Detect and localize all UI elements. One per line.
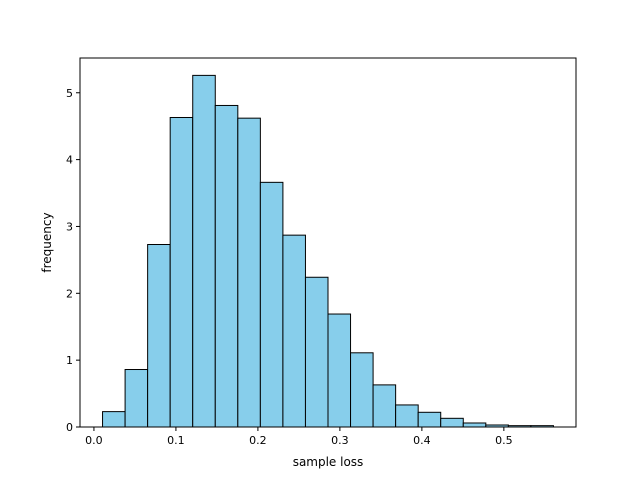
- histogram-bar: [169, 116, 194, 428]
- x-tick-label: 0.0: [85, 434, 103, 447]
- histogram-bar: [147, 244, 171, 428]
- histogram-bar: [417, 411, 442, 428]
- histogram-bar: [440, 417, 464, 428]
- histogram-bar: [304, 276, 329, 428]
- x-axis-ticks: 0.0 0.1 0.2 0.3 0.4 0.5: [85, 427, 513, 447]
- histogram-bars: [102, 74, 554, 428]
- x-tick-label: 0.1: [167, 434, 185, 447]
- histogram-bar: [395, 404, 419, 428]
- histogram-bar: [192, 74, 216, 428]
- histogram-bar: [350, 352, 374, 428]
- y-tick-label: 3: [66, 220, 73, 233]
- x-tick-label: 0.3: [331, 434, 349, 447]
- histogram-bar: [282, 234, 306, 428]
- y-tick-label: 2: [66, 287, 73, 300]
- histogram-bar: [327, 313, 352, 428]
- histogram-bar: [124, 369, 149, 428]
- y-axis-ticks: 0 1 2 3 4 5: [66, 87, 80, 434]
- histogram-bar: [462, 422, 487, 428]
- histogram-bar: [102, 411, 126, 428]
- y-tick-label: 5: [66, 87, 73, 100]
- y-tick-label: 0: [66, 421, 73, 434]
- histogram-bar: [237, 117, 261, 428]
- y-tick-label: 1: [66, 354, 73, 367]
- histogram-bar: [214, 104, 239, 428]
- x-tick-label: 0.2: [249, 434, 267, 447]
- y-axis-label: frequency: [40, 212, 54, 272]
- y-tick-label: 4: [66, 154, 73, 167]
- plot-area-frame: [79, 57, 577, 428]
- x-axis-label: sample loss: [293, 455, 364, 469]
- x-tick-label: 0.4: [413, 434, 431, 447]
- histogram-bar: [372, 384, 397, 428]
- histogram-bar: [259, 181, 284, 428]
- x-tick-label: 0.5: [495, 434, 513, 447]
